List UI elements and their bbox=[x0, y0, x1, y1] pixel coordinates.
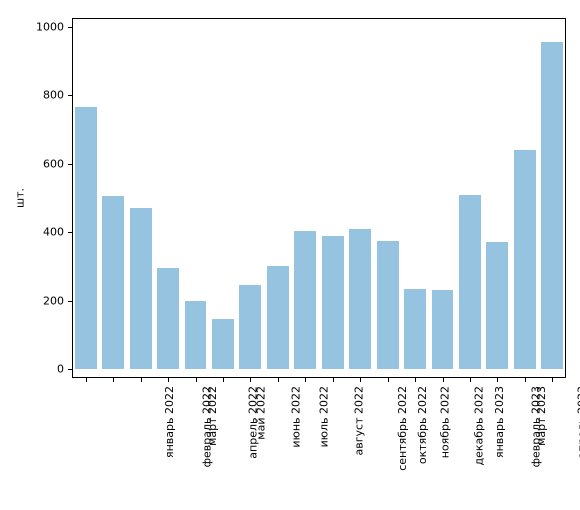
bar bbox=[404, 289, 426, 369]
bar bbox=[75, 107, 97, 369]
left-spine bbox=[72, 18, 73, 378]
x-tick bbox=[113, 378, 114, 382]
x-tick bbox=[552, 378, 553, 382]
y-tick bbox=[68, 232, 72, 233]
bar bbox=[322, 236, 344, 369]
y-tick-label: 200 bbox=[14, 294, 64, 307]
x-tick-label: март 2023 bbox=[535, 386, 548, 446]
x-tick bbox=[415, 378, 416, 382]
bar bbox=[185, 301, 207, 369]
x-tick bbox=[388, 378, 389, 382]
x-tick bbox=[360, 378, 361, 382]
bar bbox=[212, 319, 234, 369]
x-tick-label: август 2022 bbox=[353, 386, 366, 455]
x-tick-label: июнь 2022 bbox=[290, 386, 303, 448]
x-tick bbox=[196, 378, 197, 382]
x-tick bbox=[278, 378, 279, 382]
y-tick-label: 0 bbox=[14, 363, 64, 376]
x-tick-label: ноябрь 2022 bbox=[438, 386, 451, 458]
bar bbox=[459, 195, 481, 369]
y-axis-label: шт. bbox=[14, 188, 27, 208]
x-tick-label: июль 2022 bbox=[317, 386, 330, 447]
x-tick bbox=[305, 378, 306, 382]
x-tick bbox=[141, 378, 142, 382]
x-tick bbox=[525, 378, 526, 382]
x-tick bbox=[86, 378, 87, 382]
bar bbox=[239, 285, 261, 369]
y-tick bbox=[68, 27, 72, 28]
x-tick bbox=[333, 378, 334, 382]
y-tick bbox=[68, 301, 72, 302]
bar bbox=[267, 266, 289, 369]
x-tick bbox=[497, 378, 498, 382]
x-tick-label: май 2022 bbox=[255, 386, 268, 440]
x-tick bbox=[470, 378, 471, 382]
x-tick-label: октябрь 2022 bbox=[416, 386, 429, 464]
bar bbox=[130, 208, 152, 369]
x-tick-label: январь 2022 bbox=[163, 386, 176, 458]
y-tick bbox=[68, 164, 72, 165]
bar bbox=[377, 241, 399, 369]
bar bbox=[294, 231, 316, 370]
figure: 02004006008001000январь 2022февраль 2022… bbox=[0, 0, 580, 510]
x-tick-label: март 2022 bbox=[206, 386, 219, 446]
bar bbox=[432, 290, 454, 369]
bar bbox=[514, 150, 536, 369]
x-tick bbox=[443, 378, 444, 382]
x-tick-label: апрель 2023 bbox=[576, 386, 580, 459]
bar bbox=[541, 42, 563, 369]
x-tick bbox=[168, 378, 169, 382]
top-spine bbox=[72, 18, 566, 19]
bar bbox=[349, 229, 371, 369]
x-tick-label: декабрь 2022 bbox=[473, 386, 486, 466]
y-tick bbox=[68, 369, 72, 370]
bottom-spine bbox=[72, 377, 566, 378]
x-tick-label: сентябрь 2022 bbox=[396, 386, 409, 471]
y-tick-label: 400 bbox=[14, 226, 64, 239]
y-tick-label: 800 bbox=[14, 89, 64, 102]
x-tick bbox=[250, 378, 251, 382]
x-tick-label: январь 2023 bbox=[493, 386, 506, 458]
bar bbox=[102, 196, 124, 369]
bar bbox=[157, 268, 179, 369]
y-tick-label: 600 bbox=[14, 157, 64, 170]
y-tick-label: 1000 bbox=[14, 21, 64, 34]
right-spine bbox=[565, 18, 566, 378]
plot-area: 02004006008001000январь 2022февраль 2022… bbox=[72, 18, 566, 378]
x-tick bbox=[223, 378, 224, 382]
y-tick bbox=[68, 95, 72, 96]
bar bbox=[486, 242, 508, 369]
